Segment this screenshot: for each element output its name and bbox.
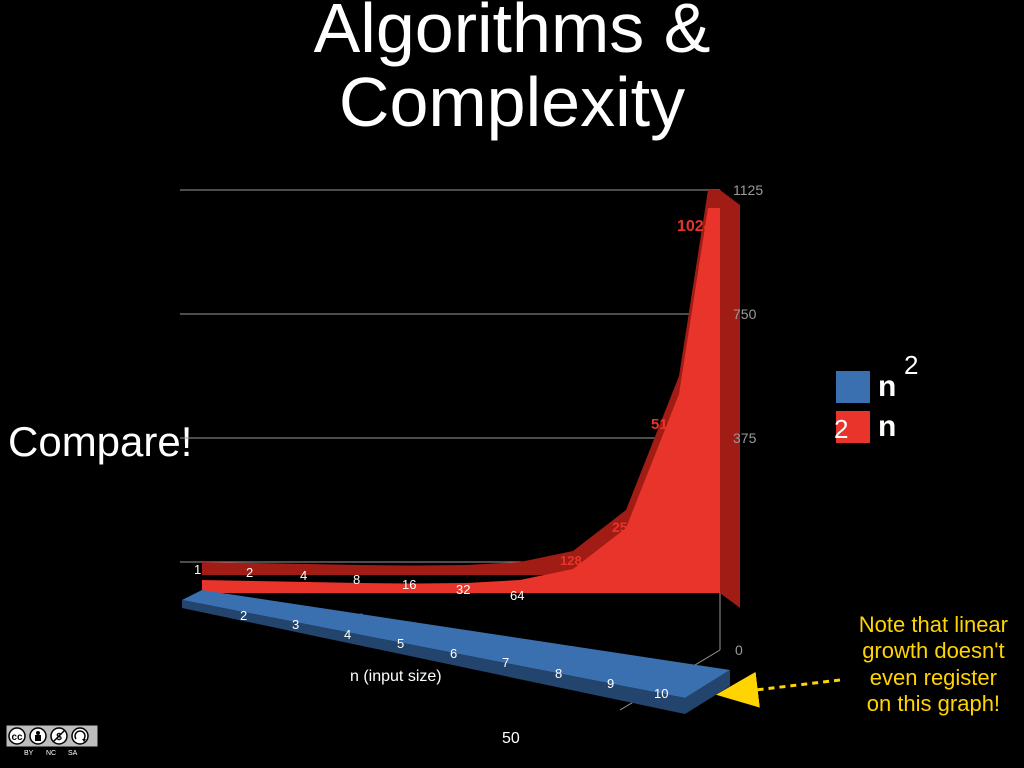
svg-text:BY: BY — [24, 750, 34, 757]
page-number: 50 — [502, 730, 520, 748]
chart-value-label: 750 — [733, 306, 756, 322]
legend-label-n: n — [878, 370, 896, 404]
chart-value-label: 1024 — [677, 218, 713, 236]
note-l3: even register — [870, 665, 997, 690]
chart-value-label: 375 — [733, 430, 756, 446]
chart-value-label: 64 — [510, 588, 524, 603]
chart-value-label: 512 — [651, 416, 676, 433]
legend-superscript-2: 2 — [904, 350, 918, 381]
svg-text:cc: cc — [11, 732, 23, 743]
note-l1: Note that linear — [859, 612, 1008, 637]
chart-value-label: 7 — [502, 655, 509, 670]
chart-value-label: 36 — [454, 628, 470, 644]
cc-license-icon: cc $ BY NC SA — [6, 725, 98, 762]
chart-value-label: 2 — [240, 608, 247, 623]
legend-label-n2: n — [878, 410, 896, 444]
chart-value-label: 3 — [292, 617, 299, 632]
page-title: Algorithms & Complexity — [0, 0, 1024, 139]
chart-value-label: 4 — [344, 627, 351, 642]
chart-value-label: 6 — [450, 646, 457, 661]
chart-value-label: 2 — [246, 565, 253, 580]
compare-label: Compare! — [8, 418, 192, 466]
chart-svg — [180, 170, 780, 730]
chart-value-label: 25 — [402, 619, 418, 635]
chart-value-label: 8 — [353, 572, 360, 587]
legend-swatch-blue — [836, 371, 870, 403]
chart-value-label: 10 — [654, 686, 668, 701]
annotation-note: Note that linear growth doesn't even reg… — [859, 612, 1008, 718]
title-line-1: Algorithms & — [314, 0, 711, 67]
chart-value-label: 1 — [194, 562, 201, 577]
chart-value-label: 32 — [456, 582, 470, 597]
chart-value-label: 5 — [397, 636, 404, 651]
title-line-2: Complexity — [339, 63, 685, 141]
chart-value-label: n (input size) — [350, 668, 442, 686]
legend-prefix-2: 2 — [834, 414, 848, 445]
svg-text:SA: SA — [68, 750, 78, 757]
chart-value-label: 100 — [657, 666, 680, 682]
chart-value-label: 128 — [560, 553, 582, 568]
chart-value-label: 1125 — [733, 182, 763, 198]
note-l2: growth doesn't — [862, 638, 1004, 663]
chart-value-label: 9 — [607, 676, 614, 691]
chart-value-label: 4 — [300, 568, 307, 583]
chart-value-label: 16 — [349, 610, 365, 626]
chart-value-label: 8 — [555, 666, 562, 681]
note-l4: on this graph! — [867, 691, 1000, 716]
growth-chart: 1125750375010245122561281248163264491625… — [180, 170, 780, 690]
svg-text:NC: NC — [46, 750, 56, 757]
chart-value-label: 64 — [558, 647, 574, 663]
chart-value-label: 256 — [612, 519, 635, 535]
chart-legend: n 2 n 2 — [836, 370, 896, 450]
chart-value-label: 0 — [735, 642, 743, 658]
chart-value-label: 81 — [610, 657, 626, 673]
chart-value-label: 49 — [506, 637, 522, 653]
legend-item-n-squared: n — [836, 370, 896, 404]
chart-value-label: 9 — [299, 602, 307, 618]
chart-value-label: 16 — [402, 577, 416, 592]
